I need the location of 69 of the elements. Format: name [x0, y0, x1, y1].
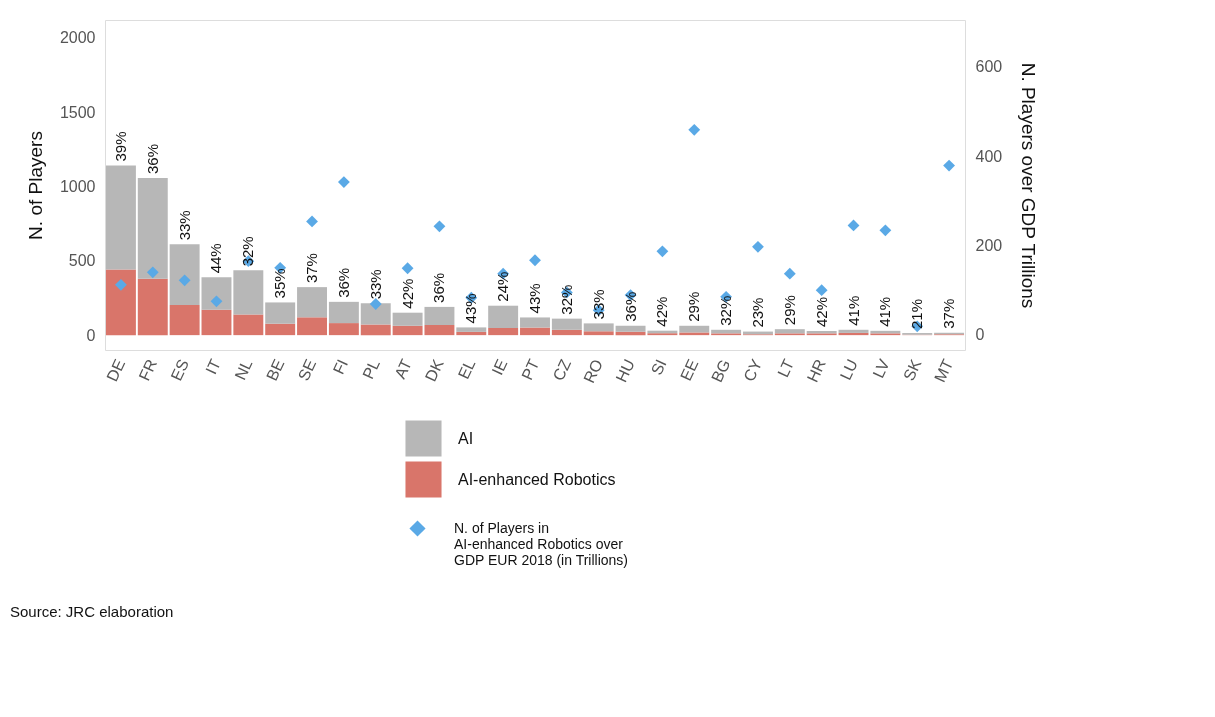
x-tick-label: ES — [167, 356, 192, 384]
x-tick-label: PT — [518, 356, 543, 383]
y2-tick-label: 0 — [975, 326, 985, 344]
x-tick-label: BG — [708, 356, 734, 385]
x-tick-label: IE — [488, 356, 511, 378]
annotation: 41% — [876, 296, 894, 327]
y2-tick-label: 200 — [975, 237, 1003, 255]
x-tick-label: EL — [454, 356, 479, 382]
x-tick-label: HU — [612, 356, 638, 385]
annotation: 32% — [557, 284, 575, 315]
y2-axis-title: N. Players over GDP Trillions — [1018, 62, 1040, 309]
x-tick-label: SI — [647, 356, 670, 378]
x-tick-label: RO — [580, 356, 606, 386]
x-tick-label: EE — [677, 356, 702, 384]
annotation: 42% — [812, 296, 830, 327]
legend-label: AI — [458, 429, 474, 447]
x-tick-label: CZ — [549, 356, 575, 384]
annotation: 24% — [494, 271, 512, 302]
y-axis-title: N. of Players — [24, 131, 46, 240]
legend-label: AI-enhanced Robotics — [458, 470, 616, 488]
y-tick-label: 500 — [68, 252, 96, 270]
x-tick-label: IT — [202, 356, 224, 377]
annotation: 29% — [685, 291, 703, 322]
y-tick-label: 0 — [86, 326, 96, 344]
y-tick-label: 2000 — [59, 29, 96, 47]
x-tick-label: LT — [774, 356, 798, 380]
annotation: 33% — [366, 269, 384, 300]
annotation: 37% — [303, 253, 321, 284]
x-tick-label: AT — [391, 356, 415, 382]
y2-tick-label: 400 — [975, 147, 1003, 165]
annotation: 36% — [621, 291, 639, 322]
annotation: 23% — [748, 297, 766, 328]
x-tick-label: PL — [359, 356, 384, 382]
annotation: 21% — [908, 299, 926, 330]
y2-tick-label: 600 — [975, 58, 1003, 76]
annotation: 36% — [430, 272, 448, 303]
x-tick-label: FR — [135, 356, 161, 384]
x-tick-label: SK — [900, 356, 925, 384]
x-tick-label: MT — [931, 356, 957, 385]
x-tick-label: HR — [803, 356, 829, 385]
legend-label: N. of Players in AI-enhanced Robotics over GDP EUR 2018 (in Trillions) — [454, 519, 629, 568]
annotation: 36% — [334, 267, 352, 298]
x-tick-label: SE — [294, 356, 320, 384]
annotation: 33% — [175, 210, 193, 241]
x-tick-label: LV — [869, 356, 893, 381]
x-tick-label: LU — [836, 356, 861, 383]
source-note: Source: JRC elaboration — [10, 603, 174, 620]
x-tick-label: FI — [329, 356, 352, 377]
x-tick-label: BE — [263, 356, 288, 384]
annotation: 43% — [462, 293, 480, 324]
annotation: 44% — [207, 243, 225, 274]
annotation: 35% — [271, 268, 289, 299]
annotation: 29% — [780, 295, 798, 326]
annotation: 37% — [940, 298, 958, 329]
annotation: 36% — [143, 143, 161, 175]
y-tick-label: 1500 — [59, 103, 96, 121]
x-tick-label: CY — [740, 356, 766, 385]
annotation: 39% — [111, 131, 129, 162]
annotation: 42% — [398, 278, 416, 309]
annotation: 32% — [717, 295, 735, 326]
annotation: 42% — [653, 296, 671, 327]
annotation: 32% — [239, 236, 257, 267]
y-tick-label: 1000 — [59, 177, 96, 195]
annotation: 33% — [589, 289, 607, 320]
annotation: 41% — [844, 295, 862, 326]
x-tick-label: NL — [231, 356, 256, 383]
x-tick-label: DK — [421, 356, 447, 385]
annotation: 43% — [526, 283, 543, 314]
x-tick-label: DE — [103, 356, 129, 385]
